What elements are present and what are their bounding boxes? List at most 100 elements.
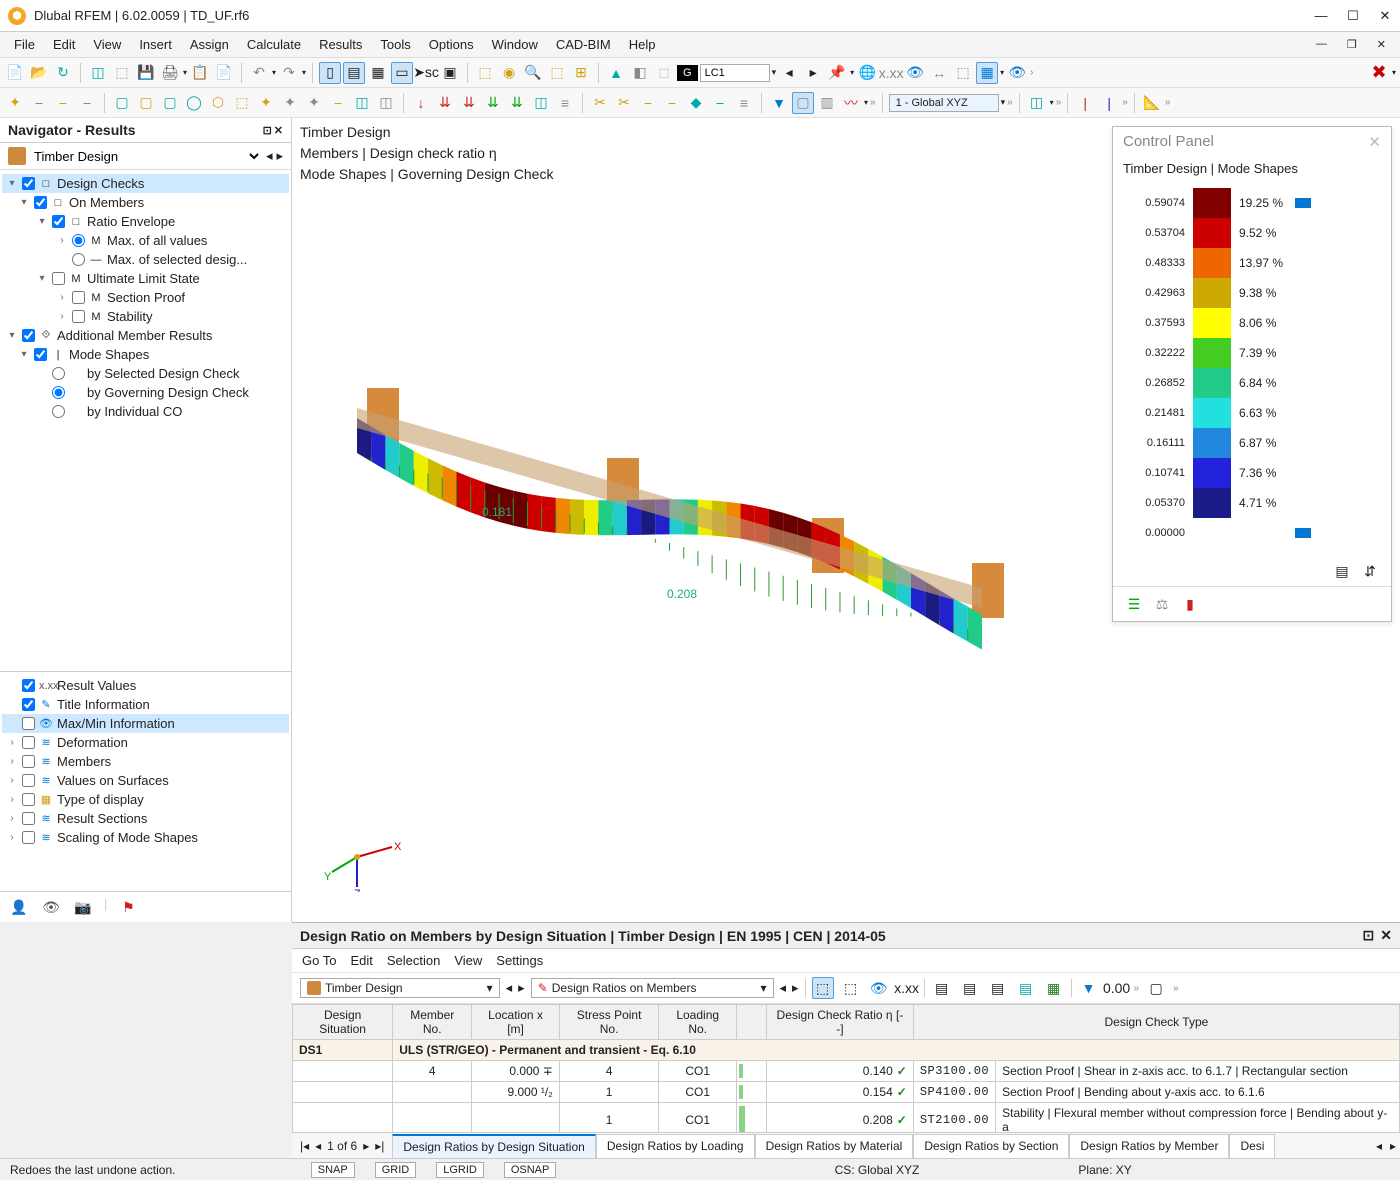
results-tool-excel-icon[interactable]: ▦: [1043, 977, 1065, 999]
results-menu-goto[interactable]: Go To: [302, 953, 336, 968]
load-5-icon[interactable]: ⇊: [506, 92, 528, 114]
nav-bottom-item[interactable]: x.xxResult Values: [2, 676, 289, 695]
eye2-icon[interactable]: 👁: [1006, 62, 1028, 84]
shape-9-icon[interactable]: ✦: [303, 92, 325, 114]
nav-footer-cam-icon[interactable]: 📷: [72, 896, 94, 918]
results-tool-t3-icon[interactable]: ▤: [987, 977, 1009, 999]
nav-bottom-item[interactable]: ›≋Values on Surfaces: [2, 771, 289, 790]
edit-2-icon[interactable]: ✂: [613, 92, 635, 114]
status-lgrid[interactable]: LGRID: [436, 1162, 484, 1178]
copy-icon[interactable]: 📋: [189, 62, 211, 84]
results-panel-close-icon[interactable]: ✕: [1380, 927, 1392, 944]
lc-prev-icon[interactable]: ◂: [778, 62, 800, 84]
tree-item[interactable]: ▾□Design Checks: [2, 174, 289, 193]
tree-item[interactable]: ▾□Ratio Envelope: [2, 212, 289, 231]
viewport-3d[interactable]: Timber Design Members | Design check rat…: [292, 118, 1400, 922]
nav-bottom-item[interactable]: ›≋Members: [2, 752, 289, 771]
grid-icon[interactable]: ▦: [976, 62, 998, 84]
shape-3-icon[interactable]: ▢: [159, 92, 181, 114]
results-select-module[interactable]: Timber Design▾: [300, 978, 500, 998]
menu-help[interactable]: Help: [621, 34, 664, 55]
panel-3-icon[interactable]: ▦: [367, 62, 389, 84]
tree-item[interactable]: ›MStability: [2, 307, 289, 326]
table-row[interactable]: 1CO10.208ST2100.00Stability | Flexural m…: [293, 1103, 1400, 1133]
load-4-icon[interactable]: ⇊: [482, 92, 504, 114]
results-tool-t4-icon[interactable]: ▤: [1015, 977, 1037, 999]
menu-window[interactable]: Window: [484, 34, 546, 55]
col-loading[interactable]: Loading No.: [659, 1005, 737, 1040]
table-row[interactable]: 40.000 ∓4CO10.140SP3100.00Section Proof …: [293, 1061, 1400, 1082]
results-2-icon[interactable]: ▥: [816, 92, 838, 114]
eye-icon[interactable]: 👁: [904, 62, 926, 84]
results-select-module-next[interactable]: ▸: [518, 980, 525, 996]
new-icon[interactable]: 📄: [4, 62, 26, 84]
col-location[interactable]: Location x [m]: [472, 1005, 560, 1040]
menu-edit[interactable]: Edit: [45, 34, 83, 55]
menu-assign[interactable]: Assign: [182, 34, 237, 55]
load-2-icon[interactable]: ⇊: [434, 92, 456, 114]
nav-footer-eye-icon[interactable]: 👁: [40, 896, 62, 918]
results-select-type[interactable]: ✎Design Ratios on Members▾: [531, 978, 774, 998]
results-tab[interactable]: Design Ratios by Loading: [596, 1134, 755, 1158]
status-osnap[interactable]: OSNAP: [504, 1162, 557, 1178]
redo-icon[interactable]: ↷: [278, 62, 300, 84]
tree-item[interactable]: by Selected Design Check: [2, 364, 289, 383]
tree-item[interactable]: by Individual CO: [2, 402, 289, 421]
script-icon[interactable]: ➤sc: [415, 62, 437, 84]
col-member-no[interactable]: Member No.: [393, 1005, 472, 1040]
edit-1-icon[interactable]: ✂: [589, 92, 611, 114]
col-design-situation[interactable]: Design Situation: [293, 1005, 393, 1040]
page-prev-icon[interactable]: ◂: [315, 1139, 321, 1153]
tree-item[interactable]: ›MSection Proof: [2, 288, 289, 307]
cp-balance-icon[interactable]: ⚖: [1151, 593, 1173, 615]
dim-xxx-icon[interactable]: x.xx: [880, 62, 902, 84]
load-7-icon[interactable]: ≡: [554, 92, 576, 114]
results-panel-pin-icon[interactable]: ⊡: [1363, 927, 1375, 944]
results-3-icon[interactable]: 〰: [840, 92, 862, 114]
measure-icon[interactable]: 📐: [1141, 92, 1163, 114]
page-next-icon[interactable]: ▸: [363, 1139, 369, 1153]
page-first-icon[interactable]: |◂: [300, 1139, 309, 1153]
nav-bottom-item[interactable]: ›≋Scaling of Mode Shapes: [2, 828, 289, 847]
console-icon[interactable]: ▣: [439, 62, 461, 84]
minimize-button[interactable]: —: [1314, 8, 1328, 24]
mdi-restore-icon[interactable]: ❐: [1339, 35, 1365, 54]
shape-2-icon[interactable]: ▢: [135, 92, 157, 114]
menu-insert[interactable]: Insert: [131, 34, 180, 55]
coord-system-select[interactable]: 1 - Global XYZ: [889, 94, 999, 112]
results-tab[interactable]: Design Ratios by Section: [913, 1134, 1069, 1158]
nav-footer-flag-icon[interactable]: ⚑: [117, 896, 139, 918]
select-lasso-icon[interactable]: ◉: [498, 62, 520, 84]
support-icon[interactable]: ▲: [605, 62, 627, 84]
tree-item[interactable]: —Max. of selected desig...: [2, 250, 289, 269]
iso-icon[interactable]: ⬚: [952, 62, 974, 84]
open-icon[interactable]: 📂: [28, 62, 50, 84]
node-3-icon[interactable]: ⎯: [52, 92, 74, 114]
nav-group-prev-icon[interactable]: ◂: [266, 148, 273, 164]
refresh-icon[interactable]: ↻: [52, 62, 74, 84]
select-zoom-icon[interactable]: 🔍: [522, 62, 544, 84]
filter-icon[interactable]: ▼: [768, 92, 790, 114]
table-row[interactable]: 9.000 ¹/₂1CO10.154SP4100.00Section Proof…: [293, 1082, 1400, 1103]
edit-6-icon[interactable]: ⎯: [709, 92, 731, 114]
menu-tools[interactable]: Tools: [372, 34, 418, 55]
menu-cadbim[interactable]: CAD-BIM: [548, 34, 619, 55]
mdi-minimize-icon[interactable]: —: [1308, 35, 1335, 54]
hidden-icon[interactable]: ◻: [653, 62, 675, 84]
shape-1-icon[interactable]: ▢: [111, 92, 133, 114]
node-1-icon[interactable]: ✦: [4, 92, 26, 114]
shape-4-icon[interactable]: ◯: [183, 92, 205, 114]
results-menu-edit[interactable]: Edit: [350, 953, 372, 968]
tree-item[interactable]: by Governing Design Check: [2, 383, 289, 402]
load-3-icon[interactable]: ⇊: [458, 92, 480, 114]
print-icon[interactable]: 🖨: [159, 62, 181, 84]
nav-bottom-item[interactable]: 👁Max/Min Information: [2, 714, 289, 733]
results-tool-t2-icon[interactable]: ▤: [959, 977, 981, 999]
menu-calculate[interactable]: Calculate: [239, 34, 309, 55]
select-window-icon[interactable]: ⊞: [570, 62, 592, 84]
results-tool-1-icon[interactable]: ⬚: [812, 977, 834, 999]
panel-4-icon[interactable]: ▭: [391, 62, 413, 84]
nav-group-next-icon[interactable]: ▸: [276, 148, 283, 164]
lc-next-icon[interactable]: ▸: [802, 62, 824, 84]
shape-6-icon[interactable]: ⬚: [231, 92, 253, 114]
